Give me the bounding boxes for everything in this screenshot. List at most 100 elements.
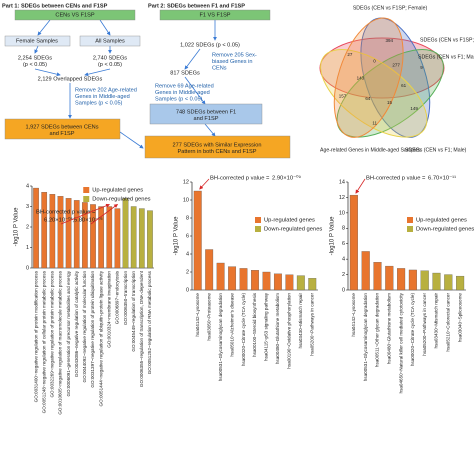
annotation-value: 5.80×10⁻⁰³ [74, 217, 102, 224]
x-tick-label: GO:0006091~generation of precursor metab… [66, 270, 71, 396]
bar [251, 270, 259, 291]
x-tick-label: GO:0051252~regulation of RNA metabolic p… [147, 270, 152, 374]
bar [373, 262, 382, 291]
venn-set [320, 49, 428, 138]
annotation-arrow [355, 178, 366, 194]
bar [285, 274, 294, 291]
x-tick-label: hsa00480~Glutathione metabolism [387, 293, 392, 364]
y-tick-label: 4 [342, 257, 345, 263]
y-tick-label: 12 [183, 179, 189, 185]
venn-label: Age-related Genes in Middle-aged Samples [320, 147, 421, 153]
x-tick-label: hsa05010~Alzheimer's disease [229, 293, 234, 357]
legend-swatch [407, 226, 413, 232]
venn-count: 64 [365, 96, 371, 101]
bar [273, 273, 282, 291]
bar [41, 191, 48, 269]
venn-label: SDEGs (CEN vs F1SP; Female and Male) [420, 37, 474, 43]
x-tick-label: hsa04142~Lysosome [351, 293, 356, 337]
y-tick-label: 3 [26, 204, 29, 210]
bar [308, 278, 317, 291]
bar [228, 266, 237, 291]
x-tick-label: GO:0006897~endocytosis [115, 270, 120, 324]
venn-label: SDEGs (CEN vs F1SP; Female) [353, 5, 428, 11]
y-axis-title: -log10 P Value [330, 216, 336, 255]
x-tick-label: hsa05210~Colorectal cancer [446, 293, 451, 352]
legend-label: Up-regulated genes [92, 188, 143, 194]
x-tick-label: hsa04142~Lysosome [195, 293, 200, 337]
flow-text: 817 SDEGs [170, 70, 200, 76]
y-tick-label: 6 [186, 233, 189, 239]
x-tick-label: hsa00190~Oxidative phosphorylation [287, 293, 292, 369]
y-tick-label: 4 [26, 183, 29, 189]
bar [456, 275, 465, 291]
flow-text: Pattern in both CENs and F1SP [178, 149, 257, 155]
legend-swatch [83, 196, 90, 202]
bar [296, 275, 305, 291]
y-tick-label: 8 [342, 226, 345, 232]
y-tick-label: 6 [342, 241, 345, 247]
flow-text: and F1SP [50, 131, 75, 137]
venn-count: 143 [357, 75, 365, 80]
venn-diagram: SDEGs (CEN vs F1SP; Female) SDEGs (CEN vs… [319, 5, 474, 153]
bar [122, 198, 129, 269]
venn-count: 61 [401, 83, 407, 88]
bar [130, 206, 137, 269]
y-tick-label: 4 [186, 251, 189, 257]
flow-text: 2,254 SDEGs [18, 55, 52, 61]
x-tick-label: hsa04115~p53 signaling pathway [264, 292, 269, 361]
x-tick-label: GO:0051444~negative regulation of ubiqui… [98, 270, 103, 406]
y-tick-label: 1 [26, 245, 29, 251]
venn-label: SDEGs (CEN vs F1; Male) [405, 147, 467, 153]
x-tick-label: hsa03430~Mismatch repair [298, 293, 303, 349]
x-tick-label: GO:0051248~negative regulation of cellul… [41, 270, 46, 413]
legend-swatch [407, 217, 413, 223]
venn-set [333, 17, 404, 138]
flow-text: Remove 69 Age-related [155, 83, 214, 89]
legend-label: Down-regulated genes [264, 227, 322, 233]
venn-count: 0 [373, 59, 376, 64]
bar [106, 206, 113, 269]
venn-count: 277 [392, 62, 400, 67]
bar [193, 190, 202, 291]
flow-text: CENs VS F1SP [55, 12, 94, 18]
legend-label: Up-regulated genes [416, 218, 467, 224]
y-tick-label: 8 [186, 215, 189, 221]
x-tick-label: GO:0031400~negative regulation of protei… [33, 270, 38, 402]
annotation: BH-corrected p value = [36, 210, 96, 216]
venn-count: 11 [372, 121, 377, 126]
bar [73, 200, 80, 269]
venn-count: 394 [386, 38, 394, 43]
bar [147, 210, 153, 269]
flow-text: Female Samples [16, 38, 58, 44]
flow-text: Remove 202 Age-related [75, 87, 137, 93]
x-tick-label: GO:0044092~negative regulation of molecu… [82, 271, 87, 383]
x-tick-label: hsa00531~Glycosaminoglycan degradation [363, 293, 368, 382]
bar [432, 272, 441, 291]
venn-count: 157 [339, 94, 347, 99]
x-tick-label: GO:0043086~negative regulation of cataly… [74, 270, 79, 377]
bar [408, 269, 417, 291]
venn-label: SDEGs (CEN vs F1; Male and Female) [418, 54, 474, 60]
flow-text: 748 SDEGs between F1 [176, 109, 236, 115]
annotation-arrow [90, 204, 119, 225]
annotation-value: 2.90×10⁻⁰⁹ [272, 175, 301, 182]
bar [205, 249, 214, 291]
y-tick-label: 10 [183, 197, 189, 203]
flow-box [79, 35, 141, 47]
flow-text: Samples (p < 0.05) [155, 96, 203, 102]
legend-label: Up-regulated genes [264, 218, 315, 224]
annotation: BH-corrected p value = [366, 176, 426, 182]
annotation-value: 6.20×10⁻⁰³, [44, 217, 74, 224]
flow-text: 1,927 SDEGs between CENs [25, 124, 98, 130]
venn-count: 15 [387, 100, 393, 105]
x-tick-label: hsa00020~Citrate cycle (TCA cycle) [241, 293, 246, 367]
venn-count: 9 [420, 65, 423, 70]
bar-charts: 0 12 3 4 -log10 P Value GO:0031400~negative r… [14, 175, 474, 415]
bar [397, 268, 406, 291]
bar [98, 206, 104, 269]
flow-box [14, 9, 136, 21]
bar [361, 251, 370, 291]
flow-text: All Samples [95, 38, 125, 44]
y-tick-label: 0 [186, 287, 189, 293]
x-tick-label: hsa00511~Other glycan degradation [375, 293, 380, 368]
